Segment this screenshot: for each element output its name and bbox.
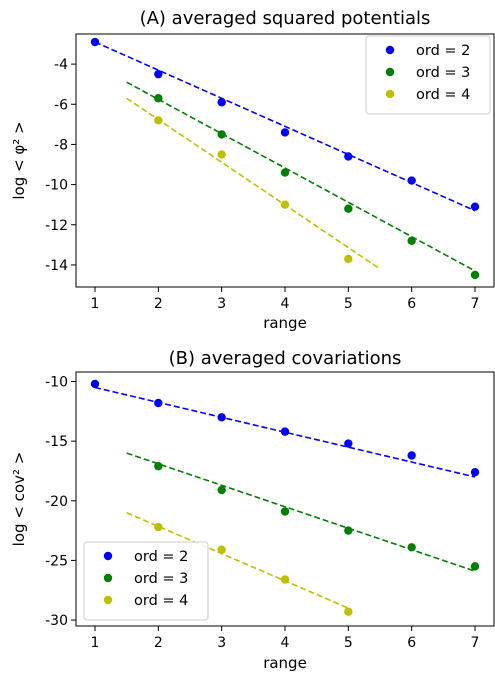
data-point [280, 168, 290, 177]
legend-box [365, 35, 491, 115]
data-point [217, 485, 226, 495]
data-point [470, 202, 480, 211]
y-tick-label: -30 [45, 613, 68, 629]
x-axis-label: range [263, 654, 307, 672]
chart-title: (A) averaged squared potentials [140, 8, 431, 29]
y-axis-label: log < φ² > [10, 121, 28, 199]
data-point [280, 128, 290, 137]
data-point [90, 379, 100, 389]
data-point [217, 545, 226, 554]
x-axis-label: range [263, 314, 307, 332]
x-tick-label: 7 [471, 296, 480, 312]
data-point [280, 507, 290, 516]
legend-marker [103, 551, 113, 561]
data-point [280, 575, 290, 584]
y-tick-label: -12 [45, 218, 68, 234]
data-point [407, 176, 416, 185]
x-tick-label: 4 [281, 635, 290, 651]
chart-b: (B) averaged covariations 1 2 3 4 5 6 7 -10 -15 -2… [10, 348, 495, 672]
y-tick-label: -25 [45, 553, 68, 569]
legend-label: ord = 4 [134, 593, 188, 609]
data-point [154, 522, 163, 532]
data-point [90, 37, 100, 47]
fit-line [126, 97, 381, 270]
data-point [407, 451, 416, 460]
x-tick-label: 1 [91, 296, 100, 312]
x-tick-label: 3 [217, 635, 226, 651]
y-tick-label: -8 [54, 137, 68, 153]
data-point [344, 526, 353, 535]
legend-marker [103, 573, 113, 583]
data-point [280, 427, 290, 436]
legend-marker [385, 45, 395, 55]
y-tick-label: -6 [54, 97, 68, 113]
legend-label: ord = 3 [416, 65, 470, 81]
legend-label: ord = 2 [416, 43, 470, 59]
data-point [217, 98, 226, 107]
data-point [344, 152, 353, 161]
chart-title: (B) averaged covariations [169, 348, 402, 369]
chart-a: (A) averaged squared potentials 1 2 3 4 5 6 7 -4… [10, 8, 495, 332]
x-tick-label: 1 [91, 635, 100, 651]
data-point [217, 130, 226, 139]
x-tick-label: 7 [471, 635, 480, 651]
data-point [344, 439, 353, 448]
series-4 [126, 97, 381, 270]
y-tick-label: -4 [54, 57, 68, 73]
legend-marker [385, 67, 395, 77]
data-point [344, 607, 353, 616]
y-tick-label: -10 [45, 178, 68, 194]
data-point [154, 94, 163, 103]
data-point [470, 467, 480, 477]
legend-box [83, 541, 209, 621]
legend: ord = 2 ord = 3 ord = 4 [83, 541, 209, 621]
legend-label: ord = 4 [416, 87, 470, 103]
data-point [344, 254, 353, 264]
x-tick-label: 2 [154, 635, 163, 651]
y-axis-label: log < cov² > [10, 452, 28, 547]
data-point [470, 562, 480, 571]
legend: ord = 2 ord = 3 ord = 4 [365, 35, 491, 115]
series-3 [126, 81, 480, 280]
legend-label: ord = 2 [134, 549, 188, 565]
series-2 [90, 37, 480, 212]
data-point [344, 204, 353, 213]
series-2 [90, 379, 480, 478]
data-point [407, 236, 416, 246]
fit-line [126, 452, 476, 572]
fit-line [126, 511, 349, 609]
series-3 [126, 452, 480, 572]
fit-line [126, 81, 476, 272]
y-tick-label: -10 [45, 375, 68, 391]
x-tick-label: 3 [217, 296, 226, 312]
data-point [154, 116, 163, 125]
data-point [280, 200, 290, 209]
data-point [154, 462, 163, 471]
y-tick-label: -14 [45, 258, 68, 274]
x-tick-label: 4 [281, 296, 290, 312]
series-4 [126, 511, 353, 616]
x-tick-label: 5 [344, 635, 353, 651]
data-point [470, 270, 480, 280]
y-tick-label: -20 [45, 494, 68, 510]
x-tick-label: 2 [154, 296, 163, 312]
x-tick-label: 5 [344, 296, 353, 312]
data-point [154, 398, 163, 408]
legend-label: ord = 3 [134, 571, 188, 587]
y-tick-label: -15 [45, 434, 68, 450]
data-point [217, 413, 226, 422]
legend-marker [385, 89, 395, 99]
data-point [154, 69, 163, 79]
x-tick-label: 6 [407, 635, 416, 651]
x-tick-label: 6 [407, 296, 416, 312]
data-point [217, 150, 226, 159]
data-point [407, 543, 416, 552]
legend-marker [103, 595, 113, 605]
